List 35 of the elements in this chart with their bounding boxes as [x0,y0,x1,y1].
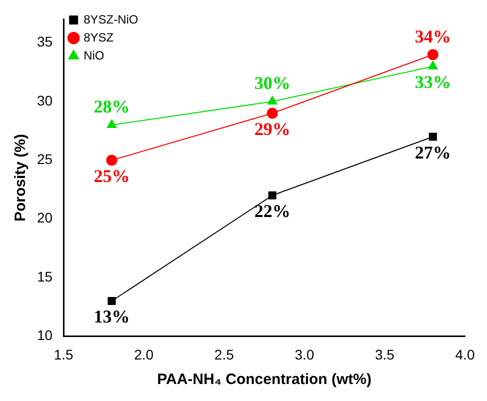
point [428,60,438,70]
data-label: 29% [254,118,290,139]
data-label: 13% [94,306,130,327]
point [428,132,437,141]
y-tick-label: 10 [36,327,53,344]
legend-label: 8YSZ-NiO [84,12,138,26]
data-label: 34% [414,26,451,46]
point [106,120,117,128]
point [108,296,116,306]
data-label: 22% [254,201,290,222]
x-tick-label: 3.5 [374,346,395,362]
legend-label: NiO [84,48,104,62]
y-axis-title: Porosity (%) [12,134,30,222]
point [268,191,276,200]
y-tick-label: 25 [36,151,53,168]
point [427,49,438,60]
y-tick-label: 20 [36,210,53,226]
x-tick-label: 3.0 [294,346,314,362]
y-tick-label: 15 [36,268,53,284]
data-label: 27% [414,142,451,162]
x-tick-label: 2.5 [214,346,234,362]
y-tick-label: 30 [36,92,53,108]
x-tick-label: 2.0 [134,346,154,362]
data-label: 30% [254,73,290,94]
legend-label: 8YSZ [84,30,114,44]
x-tick-label: 1.5 [54,346,74,362]
point [106,154,118,166]
x-tick-label: 4.0 [455,346,475,362]
point [266,108,278,119]
point [267,96,278,105]
data-label: 28% [94,96,130,117]
y-tick-label: 35 [36,34,53,50]
x-axis-title: PAA-NH₄ Concentration (wt%) [157,371,372,388]
data-label: 33% [414,72,451,92]
data-label: 25% [94,166,130,186]
